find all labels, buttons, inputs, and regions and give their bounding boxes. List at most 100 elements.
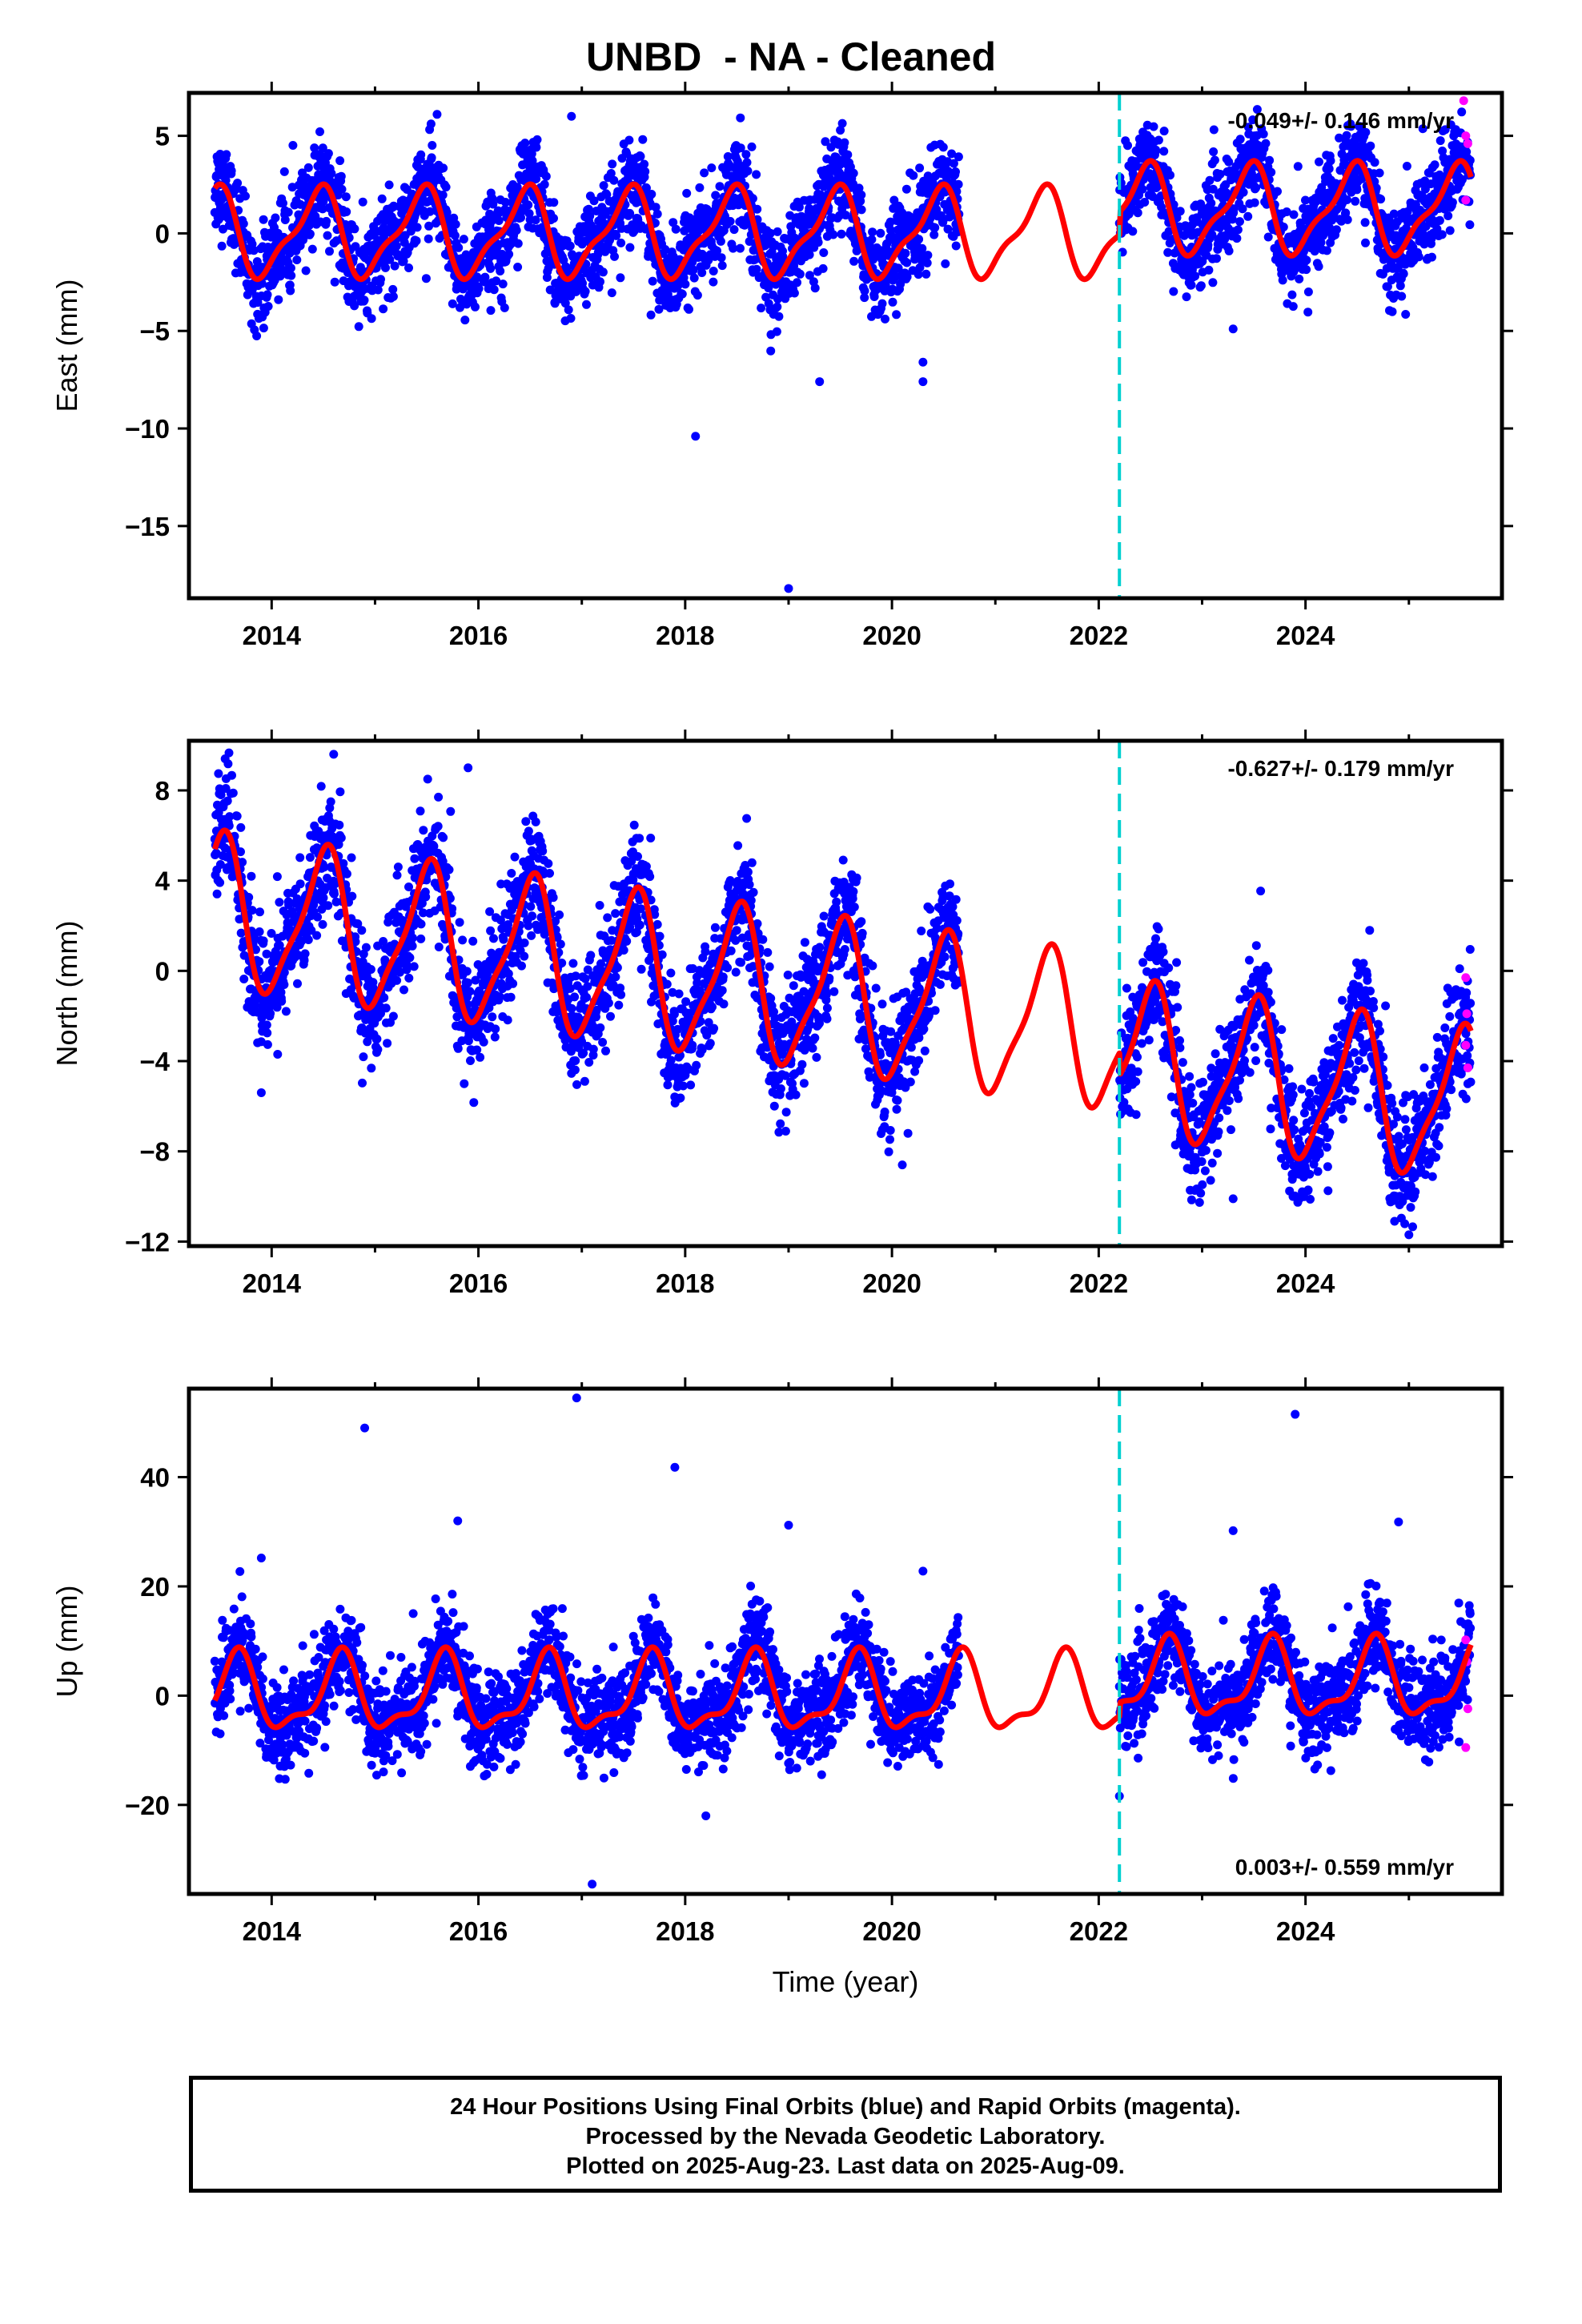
- final-orbit-point: [341, 192, 351, 202]
- final-orbit-point: [323, 231, 332, 240]
- final-orbit-point: [932, 205, 942, 215]
- final-orbit-point: [1238, 204, 1247, 214]
- final-orbit-point: [1351, 196, 1360, 206]
- final-orbit-point: [1154, 135, 1163, 145]
- y-tick-label: −15: [125, 512, 170, 541]
- final-orbit-point: [606, 169, 616, 178]
- final-orbit-point: [1123, 141, 1132, 151]
- final-orbit-point: [1267, 167, 1276, 177]
- outlier-point: [1228, 324, 1238, 334]
- final-orbit-point: [544, 858, 553, 868]
- outlier-point: [815, 377, 825, 387]
- final-orbit-point: [1401, 310, 1411, 319]
- final-orbit-point: [610, 251, 619, 261]
- final-orbit-point: [1331, 225, 1341, 235]
- final-orbit-point: [465, 987, 475, 996]
- final-orbit-point: [640, 159, 649, 169]
- final-orbit-point: [1432, 224, 1442, 234]
- final-orbit-point: [773, 227, 782, 236]
- final-orbit-point: [377, 194, 387, 203]
- final-orbit-point: [463, 978, 472, 987]
- final-orbit-point: [1149, 122, 1158, 131]
- final-orbit-point: [611, 909, 620, 919]
- final-orbit-point: [421, 892, 431, 902]
- final-orbit-point: [262, 1020, 271, 1030]
- final-orbit-point: [570, 992, 580, 1002]
- final-orbit-point: [604, 999, 613, 1007]
- final-orbit-point: [361, 943, 371, 952]
- final-orbit-point: [263, 302, 273, 311]
- final-orbit-point: [388, 292, 398, 301]
- final-orbit-point: [384, 180, 394, 190]
- final-orbit-point: [1208, 184, 1218, 194]
- final-orbit-point: [772, 327, 781, 336]
- final-orbit-point: [428, 141, 437, 150]
- final-orbit-point: [227, 166, 236, 175]
- final-orbit-point: [915, 263, 925, 272]
- final-orbit-point: [1314, 262, 1323, 271]
- final-orbit-point: [765, 228, 775, 238]
- final-orbit-point: [1215, 170, 1225, 179]
- final-orbit-point: [488, 199, 498, 209]
- final-orbit-point: [393, 862, 403, 872]
- final-orbit-point: [259, 324, 268, 333]
- final-orbit-point: [646, 310, 656, 320]
- final-orbit-point: [416, 806, 425, 816]
- final-orbit-point: [442, 207, 452, 217]
- final-orbit-point: [1324, 164, 1334, 174]
- final-orbit-point: [247, 906, 257, 915]
- final-orbit-point: [1322, 246, 1331, 255]
- final-orbit-point: [564, 305, 573, 315]
- final-orbit-point: [570, 1065, 580, 1075]
- final-orbit-point: [357, 926, 367, 935]
- chart-title: UNBD - NA - Cleaned: [585, 34, 997, 79]
- final-orbit-point: [616, 238, 626, 247]
- final-orbit-point: [947, 149, 957, 159]
- final-orbit-point: [1233, 225, 1243, 235]
- final-orbit-point: [892, 310, 901, 320]
- final-orbit-point: [1163, 247, 1173, 257]
- final-orbit-point: [646, 834, 656, 842]
- final-orbit-point: [526, 902, 536, 911]
- final-orbit-point: [223, 214, 233, 223]
- final-orbit-point: [479, 1037, 488, 1047]
- final-orbit-point: [1224, 246, 1234, 255]
- panel-north: 2014 2016 2018 2020 2022 2024−12−8−4048North …: [50, 730, 1513, 1298]
- final-orbit-point: [901, 184, 911, 194]
- final-orbit-point: [532, 135, 542, 144]
- final-orbit-point: [922, 258, 932, 267]
- final-orbit-point: [836, 126, 845, 135]
- final-orbit-point: [1140, 198, 1150, 207]
- final-orbit-point: [688, 257, 697, 267]
- final-orbit-point: [1235, 217, 1244, 227]
- final-orbit-point: [729, 225, 739, 235]
- final-orbit-point: [655, 931, 665, 941]
- final-orbit-point: [625, 243, 635, 252]
- final-orbit-point: [350, 224, 359, 234]
- final-orbit-point: [253, 298, 263, 308]
- final-orbit-point: [524, 921, 533, 931]
- final-orbit-point: [1248, 115, 1258, 125]
- final-orbit-point: [689, 265, 698, 275]
- final-orbit-point: [506, 992, 516, 1002]
- final-orbit-point: [287, 271, 296, 280]
- final-orbit-point: [648, 276, 657, 286]
- final-orbit-point: [1346, 122, 1355, 131]
- final-orbit-point: [876, 228, 885, 238]
- final-orbit-point: [641, 183, 651, 193]
- final-orbit-point: [516, 213, 525, 223]
- final-orbit-point: [504, 249, 514, 259]
- final-orbit-point: [757, 304, 766, 313]
- final-orbit-point: [913, 270, 923, 279]
- final-orbit-point: [729, 243, 738, 253]
- final-orbit-point: [323, 901, 333, 911]
- final-orbit-point: [603, 913, 612, 923]
- final-orbit-point: [490, 1032, 500, 1042]
- final-orbit-point: [383, 1039, 392, 1048]
- final-orbit-point: [391, 241, 401, 251]
- final-orbit-point: [709, 267, 718, 275]
- final-orbit-point: [322, 216, 331, 226]
- final-orbit-point: [1159, 127, 1169, 136]
- final-orbit-point: [1316, 238, 1326, 247]
- final-orbit-point: [938, 143, 948, 152]
